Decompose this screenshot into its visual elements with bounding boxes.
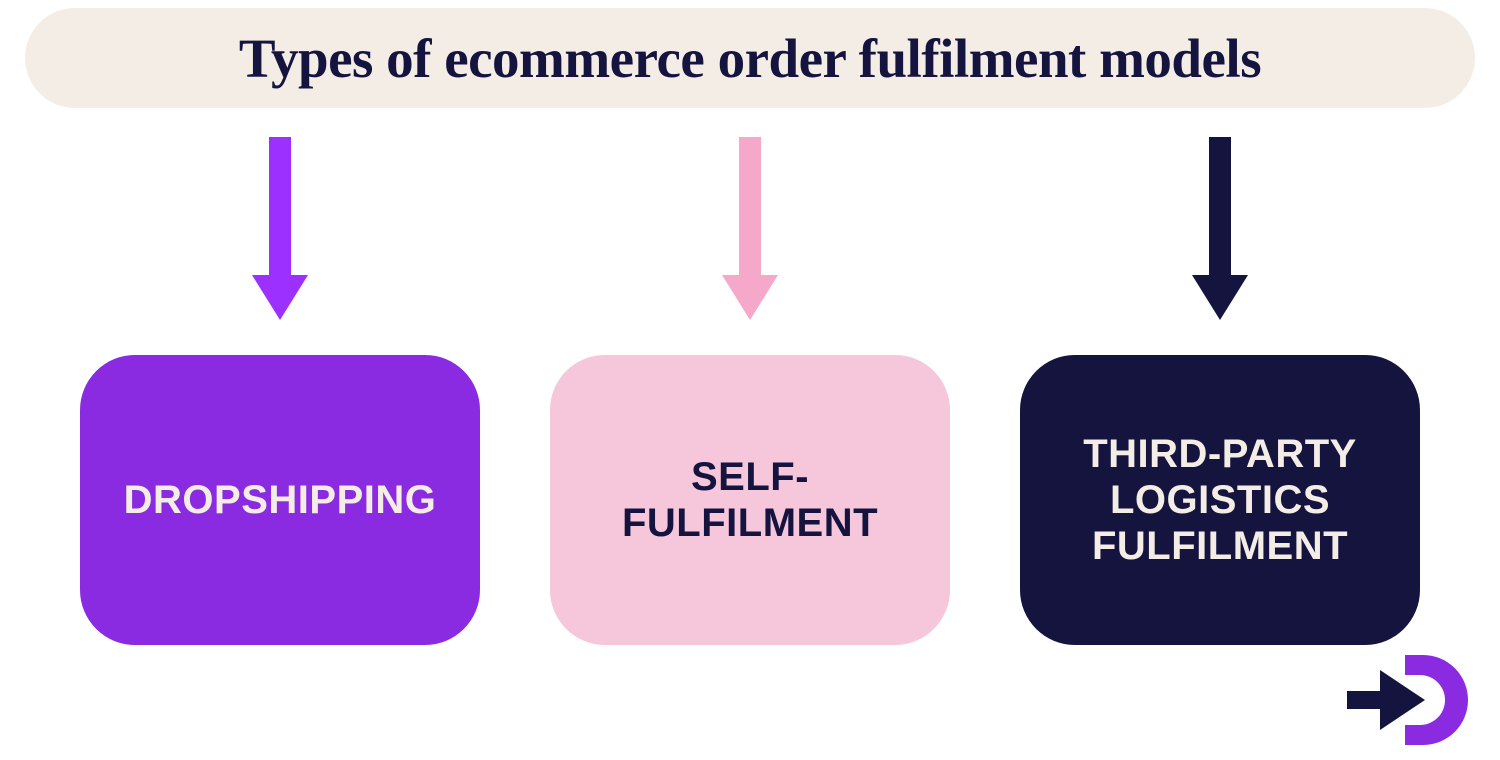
arrow-dropshipping bbox=[250, 135, 310, 325]
page-title: Types of ecommerce order fulfilment mode… bbox=[239, 27, 1261, 90]
title-pill: Types of ecommerce order fulfilment mode… bbox=[25, 8, 1475, 108]
arrow-down-icon bbox=[720, 135, 780, 325]
arrow-down-icon bbox=[1190, 135, 1250, 325]
logo-icon bbox=[1345, 650, 1475, 750]
arrow-down-icon bbox=[250, 135, 310, 325]
brand-logo bbox=[1345, 650, 1475, 750]
arrow-third-party bbox=[1190, 135, 1250, 325]
arrow-self-fulfilment bbox=[720, 135, 780, 325]
box-self-fulfilment: SELF-FULFILMENT bbox=[550, 355, 950, 645]
box-third-party: THIRD-PARTY LOGISTICS FULFILMENT bbox=[1020, 355, 1420, 645]
box-label-third-party: THIRD-PARTY LOGISTICS FULFILMENT bbox=[1040, 431, 1400, 569]
box-label-dropshipping: DROPSHIPPING bbox=[124, 477, 437, 523]
box-dropshipping: DROPSHIPPING bbox=[80, 355, 480, 645]
box-label-self-fulfilment: SELF-FULFILMENT bbox=[570, 454, 930, 546]
